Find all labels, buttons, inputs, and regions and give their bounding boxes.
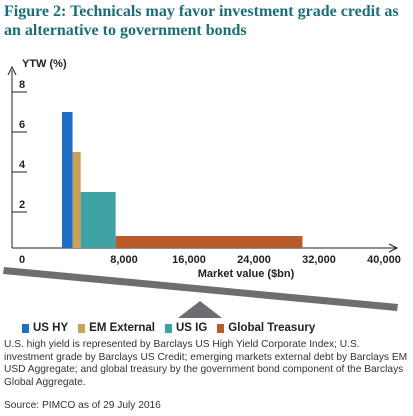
- seesaw-bar: [3, 267, 398, 311]
- fulcrum-triangle: [178, 301, 222, 318]
- x-tick-label: 0: [19, 254, 25, 266]
- legend-label: US IG: [175, 322, 208, 334]
- legend-swatch: [78, 323, 86, 333]
- x-axis-label: Market value ($bn): [198, 268, 295, 280]
- y-tick-label: 8: [19, 79, 25, 91]
- y-tick-label: 6: [19, 119, 25, 131]
- legend-item: Global Treasury: [217, 322, 315, 334]
- legend-item: US HY: [22, 322, 68, 334]
- x-tick-label: 40,000: [367, 254, 401, 266]
- x-tick-label: 8,000: [110, 254, 138, 266]
- footnote: U.S. high yield is represented by Barcla…: [4, 339, 408, 388]
- legend-swatch: [164, 323, 172, 333]
- chart-area: YTW (%) Market value ($bn) 8 6 4 2 0 8,000 16,0…: [3, 58, 401, 318]
- bar-us-ig: [80, 192, 116, 248]
- legend-label: US HY: [33, 322, 69, 334]
- x-tick-label: 32,000: [302, 254, 336, 266]
- bar-em-external: [72, 152, 81, 248]
- x-tick-label: 24,000: [237, 254, 271, 266]
- y-tick-label: 2: [19, 199, 25, 211]
- legend-item: US IG: [164, 322, 208, 334]
- seesaw-graphic: [3, 267, 398, 318]
- legend-item: EM External: [78, 322, 155, 334]
- chart-bars: [62, 112, 303, 248]
- legend-label: Global Treasury: [228, 322, 316, 334]
- y-tick-label: 4: [19, 159, 26, 171]
- x-axis-arrow: [388, 243, 399, 253]
- y-axis-arrow: [7, 65, 17, 76]
- figure-title: Figure 2: Technicals may favor investmen…: [4, 3, 399, 39]
- x-tick-label: 16,000: [172, 254, 206, 266]
- bar-us-hy: [62, 112, 73, 248]
- y-axis-label: YTW (%): [22, 58, 67, 70]
- source-note: Source: PIMCO as of 29 July 2016: [4, 400, 161, 411]
- legend-swatch: [217, 323, 225, 333]
- legend-swatch: [22, 323, 29, 333]
- chart-ticks: 8 6 4 2 0 8,000 16,000 24,000 32,000 40,000: [12, 79, 401, 266]
- legend-label: EM External: [89, 322, 155, 334]
- chart-legend: US HY EM External US IG Global Treasury: [22, 322, 315, 334]
- bar-global-treasury: [115, 236, 303, 248]
